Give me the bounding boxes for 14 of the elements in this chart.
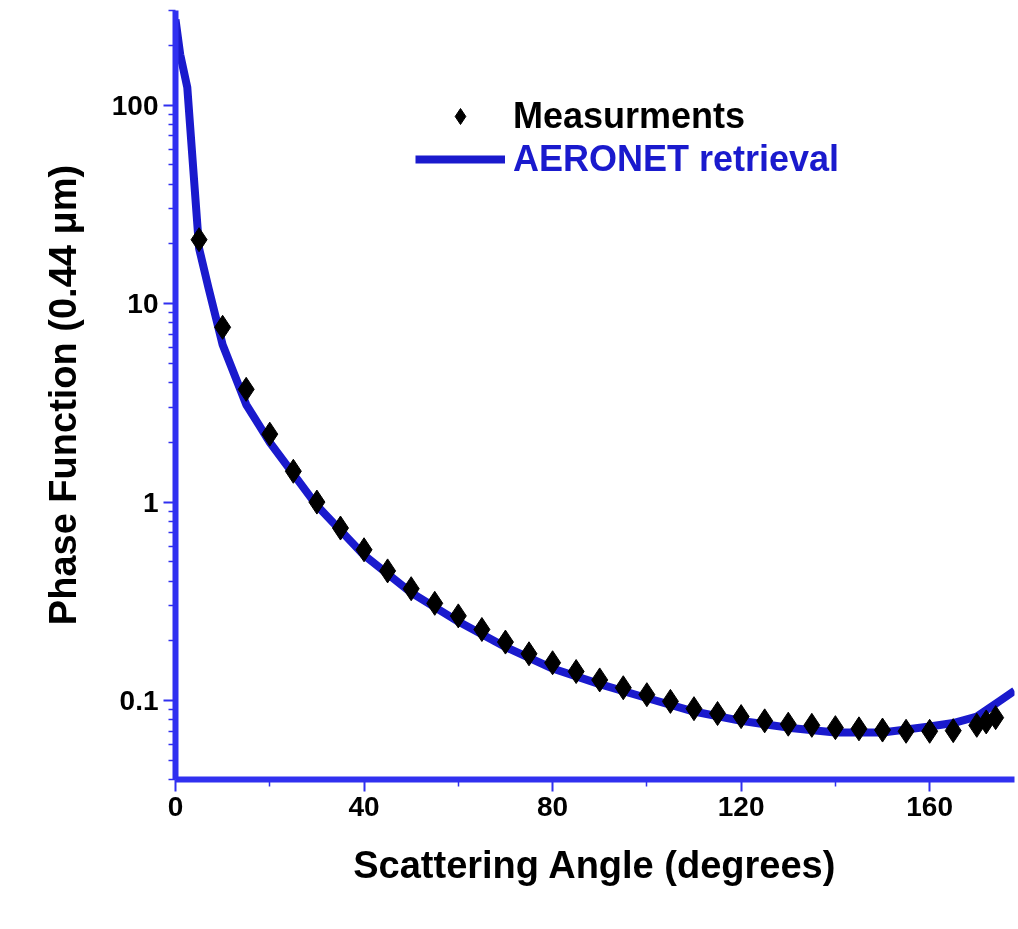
legend-label: Measurments	[513, 95, 746, 137]
x-tick-label: 0	[167, 790, 184, 822]
point	[473, 617, 491, 642]
y-tick-label: 100	[111, 89, 159, 121]
y-tick-label: 1	[142, 486, 159, 518]
x-tick-label: 40	[348, 790, 380, 822]
y-axis-title: Phase Function (0.44 μm)	[41, 164, 84, 626]
x-axis-title: Scattering Angle (degrees)	[353, 843, 836, 886]
x-tick-label: 80	[537, 790, 569, 822]
y-tick-label: 10	[127, 288, 159, 320]
y-tick-label: 0.1	[119, 685, 159, 717]
x-tick-label: 120	[717, 790, 765, 822]
x-tick-label: 160	[906, 790, 954, 822]
legend-label: AERONET retrieval	[513, 138, 840, 180]
